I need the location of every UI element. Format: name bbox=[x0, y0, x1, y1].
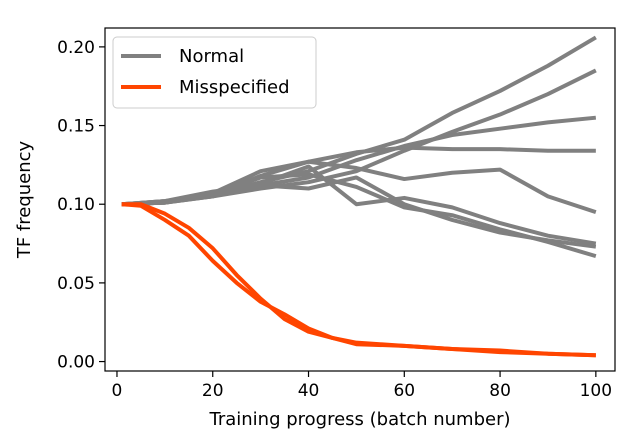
legend-items: Normal Misspecified bbox=[121, 46, 290, 98]
x-tick-label: 40 bbox=[298, 381, 320, 401]
series-line-normal-8 bbox=[121, 172, 597, 259]
y-tick-label: 0.05 bbox=[57, 274, 95, 294]
legend: Normal Misspecified bbox=[112, 36, 317, 109]
legend-box bbox=[112, 36, 317, 109]
x-tick-label: 60 bbox=[393, 381, 415, 401]
series-layer bbox=[121, 35, 597, 358]
y-tick-label: 0.20 bbox=[57, 38, 95, 58]
series-line-misspecified-10 bbox=[121, 202, 596, 358]
series-line-misspecified-9 bbox=[121, 202, 596, 358]
x-tick-label: 20 bbox=[202, 381, 224, 401]
x-axis-label: Training progress (batch number) bbox=[208, 409, 510, 430]
y-tick-label: 0.15 bbox=[57, 117, 95, 137]
legend-label-normal: Normal bbox=[179, 46, 244, 67]
legend-label-misspecified: Misspecified bbox=[179, 77, 290, 98]
x-tick-label: 100 bbox=[580, 381, 612, 401]
ticks-layer: 0 20 40 60 80 100 0.00 0.05 0.10 0.15 0.20 bbox=[57, 38, 612, 401]
plot-frame bbox=[104, 27, 616, 372]
y-tick-label: 0.00 bbox=[57, 353, 95, 373]
axes-layer bbox=[104, 27, 616, 372]
y-tick-label: 0.10 bbox=[57, 195, 95, 215]
x-tick-label: 80 bbox=[489, 381, 511, 401]
series-line-normal-3 bbox=[121, 115, 597, 207]
x-tick-label: 0 bbox=[112, 381, 123, 401]
y-axis-label: TF frequency bbox=[14, 140, 35, 259]
